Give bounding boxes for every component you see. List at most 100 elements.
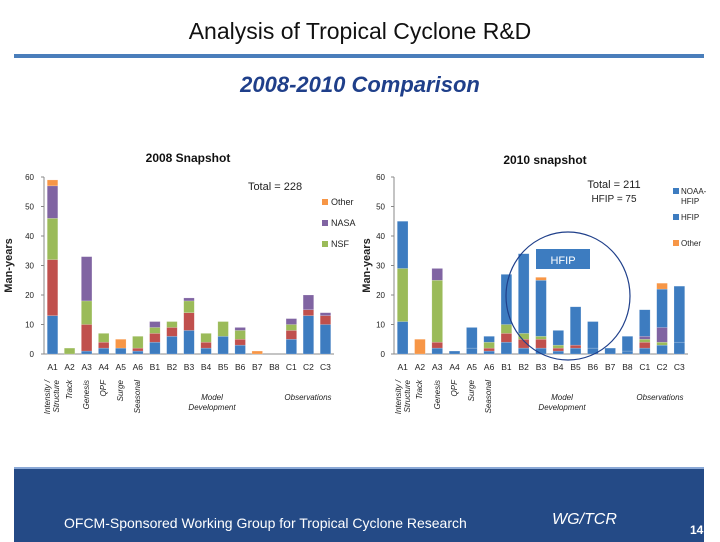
bar-segment	[621, 336, 634, 352]
bar-segment	[200, 333, 212, 343]
bar-segment	[285, 330, 297, 340]
total-annotation: Total = 211	[587, 179, 640, 191]
bar-segment	[569, 344, 582, 349]
bar-segment	[98, 341, 110, 349]
bar-segment	[285, 324, 297, 331]
bar-segment	[518, 253, 530, 334]
bar-segment	[639, 309, 651, 337]
x-tick-label: B4	[201, 362, 212, 372]
bar-segment	[46, 185, 59, 219]
bar-segment	[183, 330, 195, 355]
page-number: 14	[690, 523, 704, 537]
y-axis-title: Man-years	[3, 238, 15, 292]
bar-segment	[46, 218, 59, 260]
bar-segment	[500, 333, 513, 343]
x-tick-label: B7	[252, 362, 263, 372]
bar-segment	[234, 339, 246, 346]
y-tick-label: 60	[376, 173, 385, 182]
x-tick-label: A1	[47, 362, 58, 372]
bar-segment	[552, 344, 564, 349]
group-label: Intensity /Structure	[43, 379, 61, 414]
y-tick-label: 60	[25, 173, 34, 182]
bar-segment	[149, 321, 161, 328]
bar-segment	[285, 318, 297, 325]
bar-segment	[397, 321, 409, 355]
x-tick-label: B8	[622, 362, 633, 372]
legend-label-line: NOAA-	[681, 187, 707, 196]
y-tick-label: 30	[25, 262, 34, 271]
bar-segment	[200, 347, 212, 355]
y-tick-label: 40	[25, 232, 34, 241]
bar-segment	[656, 327, 668, 343]
legend-label-line: HFIP	[681, 197, 699, 206]
chart-2008: 0 10 20 30 40 50 60 Man-years 2008 Snapshot A1 A2 A…	[3, 151, 356, 414]
legend-swatch	[322, 199, 328, 205]
group-label: Model Development	[188, 393, 236, 412]
bar-segment	[656, 344, 668, 355]
y-tick-label: 20	[376, 291, 385, 300]
legend-label: Other	[681, 239, 701, 248]
hfip-annotation: HFIP = 75	[591, 194, 637, 205]
bar-segment	[115, 339, 127, 349]
x-tick-label: B8	[269, 362, 280, 372]
bar-segment	[81, 300, 93, 325]
x-tick-label: B1	[150, 362, 161, 372]
hfip-ellipse	[505, 231, 631, 361]
bar-segment	[587, 321, 599, 349]
bar-segment	[319, 324, 332, 355]
bar-segment	[466, 347, 478, 355]
group-label: Surge	[116, 379, 125, 401]
bar-segment	[431, 347, 443, 355]
bar-segment	[414, 339, 426, 355]
y-tick-label: 0	[381, 350, 386, 359]
x-tick-label: A6	[133, 362, 144, 372]
bar-segment	[397, 268, 409, 322]
bar-segment	[500, 324, 513, 334]
bar-segment	[639, 341, 651, 349]
bar-segment	[673, 285, 685, 343]
y-axis-title: Man-years	[361, 238, 373, 292]
x-tick-label: B6	[235, 362, 246, 372]
bar-segment	[431, 280, 443, 343]
bar-segment	[639, 336, 651, 340]
bar-segment	[483, 341, 495, 349]
x-tick-label: A4	[449, 362, 460, 372]
bar-segment	[166, 327, 178, 337]
hfip-callout-box	[536, 249, 590, 269]
bar-segment	[302, 315, 314, 355]
x-tick-label: B2	[167, 362, 178, 372]
bar-segment	[166, 336, 178, 355]
bar-segment	[302, 309, 314, 316]
bar-segment	[46, 259, 59, 316]
bar-segment	[535, 336, 547, 340]
bar-segment	[98, 333, 110, 343]
x-tick-label: B2	[519, 362, 530, 372]
page-title: Analysis of Tropical Cyclone R&D	[188, 18, 532, 44]
bar-segment	[569, 347, 582, 355]
x-tick-label: A3	[432, 362, 443, 372]
bar-segment	[656, 282, 668, 290]
x-tick-label: A4	[99, 362, 110, 372]
x-tick-label: B4	[553, 362, 564, 372]
group-label: Surge	[467, 379, 476, 401]
bar-segment	[132, 350, 144, 355]
bar-segment	[149, 341, 161, 355]
group-label: Track	[415, 379, 424, 399]
bar-segment	[183, 300, 195, 313]
bar-segment	[604, 347, 616, 355]
chart-2010: 0 10 20 30 40 50 60 Man-years 2010 snapshot A1 A2 A…	[361, 153, 707, 414]
bar-segment	[621, 350, 634, 355]
x-tick-label: B5	[570, 362, 581, 372]
group-label-line: Intensity /	[394, 379, 403, 414]
page-subtitle: 2008-2010 Comparison	[240, 72, 480, 97]
bar-segment	[46, 315, 59, 355]
group-label-line: Model	[551, 393, 573, 402]
bar-segment	[64, 347, 76, 355]
legend-label: NASA	[331, 218, 356, 228]
group-label: Genesis	[433, 380, 442, 409]
bar-segment	[639, 347, 651, 355]
bar-segment	[217, 321, 229, 337]
bar-segment	[466, 327, 478, 349]
charts-canvas: 0 10 20 30 40 50 60 Man-years 2008 Snapshot A1 A2 A…	[3, 151, 707, 414]
bar-segment	[518, 347, 530, 355]
